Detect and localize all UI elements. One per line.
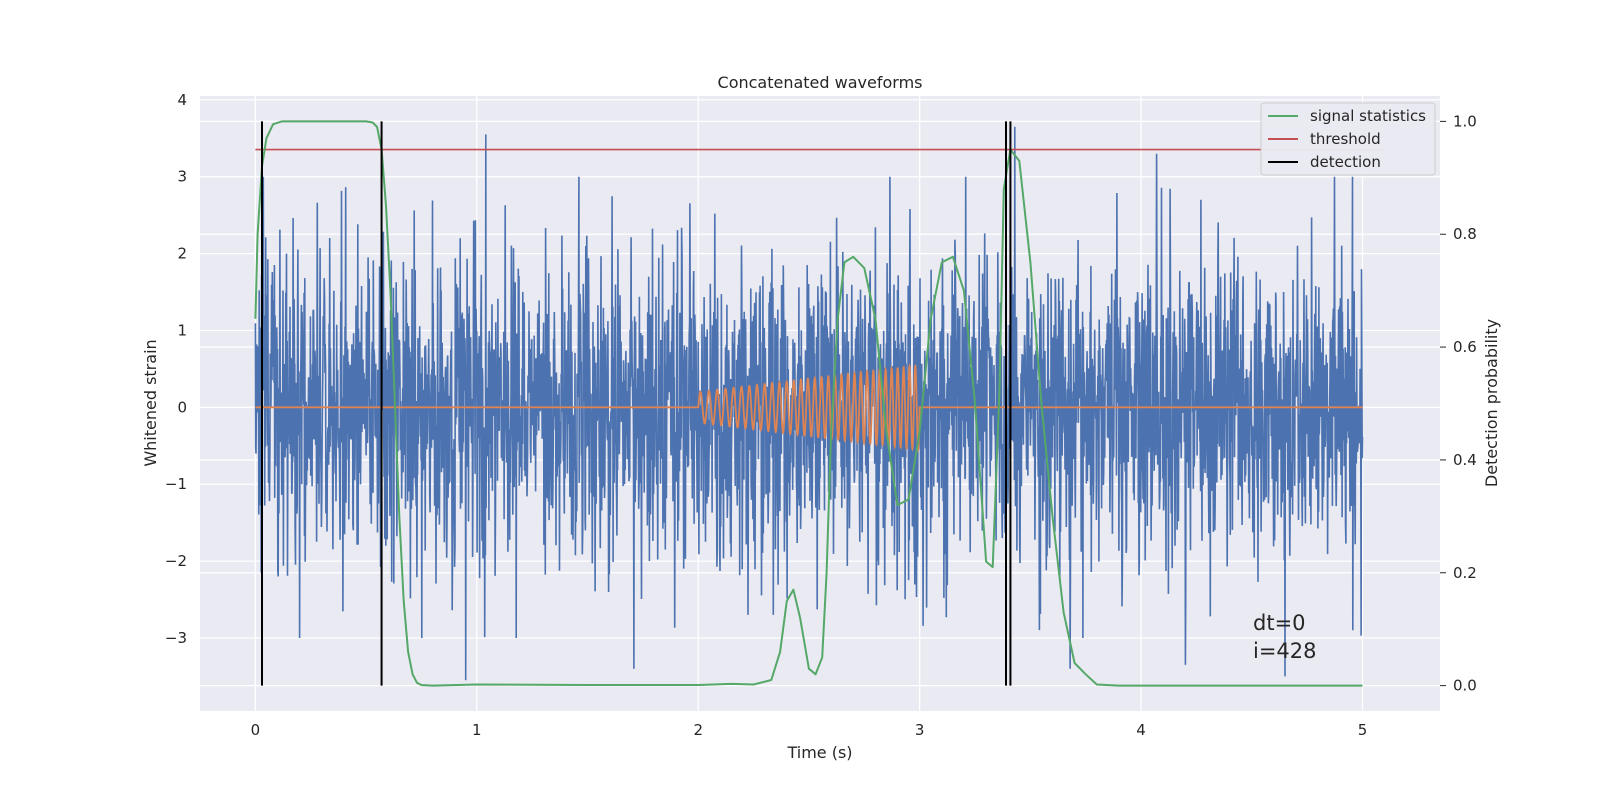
y-right-tick-label-4: 0.8: [1453, 225, 1477, 243]
x-tick-label-1: 1: [472, 721, 482, 739]
y-left-tick-label-7: 4: [177, 91, 187, 109]
y-axis-label-left: Whitened strain: [141, 339, 160, 466]
x-tick-label-5: 5: [1358, 721, 1368, 739]
noise-series-line: [254, 126, 1364, 681]
x-tick-label-0: 0: [251, 721, 261, 739]
y-right-tick-label-2: 0.4: [1453, 451, 1477, 469]
y-left-tick-label-0: −3: [165, 629, 187, 647]
legend: signal statistics threshold detection: [1260, 102, 1436, 176]
legend-label-statistics: signal statistics: [1310, 107, 1426, 125]
y-left-tick-label-3: 0: [177, 398, 187, 416]
annotation-dt: dt=0: [1253, 611, 1306, 635]
series-layer: [254, 120, 1385, 687]
annotation-index: i=428: [1253, 639, 1317, 663]
chart-title: Concatenated waveforms: [718, 73, 923, 92]
x-tick-label-4: 4: [1136, 721, 1146, 739]
x-tick-label-3: 3: [915, 721, 925, 739]
y-right-tick-label-3: 0.6: [1453, 338, 1477, 356]
y-right-tick-label-0: 0.0: [1453, 677, 1477, 695]
y-axis-label-right: Detection probability: [1482, 319, 1501, 487]
y-left-tick-label-6: 3: [177, 168, 187, 186]
legend-label-threshold: threshold: [1310, 130, 1381, 148]
x-axis-label: Time (s): [786, 743, 852, 762]
y-left-tick-label-4: 1: [177, 321, 187, 339]
ticks: 0 1 2 3 4 5 −3 −2 −1 0 1 2 3 4 0.0 0.2 0.4 0.6 0.8 1.0: [165, 91, 1477, 739]
y-left-tick-label-1: −2: [165, 552, 187, 570]
legend-label-detection: detection: [1310, 153, 1381, 171]
y-right-tick-label-1: 0.2: [1453, 564, 1477, 582]
y-left-tick-label-2: −1: [165, 475, 187, 493]
legend-box: [1260, 102, 1436, 176]
y-left-tick-label-5: 2: [177, 245, 187, 263]
signal-statistics-line: [254, 120, 1363, 687]
y-right-tick-label-5: 1.0: [1453, 112, 1477, 130]
x-tick-label-2: 2: [693, 721, 703, 739]
injected-chirp-line: [255, 362, 1363, 453]
